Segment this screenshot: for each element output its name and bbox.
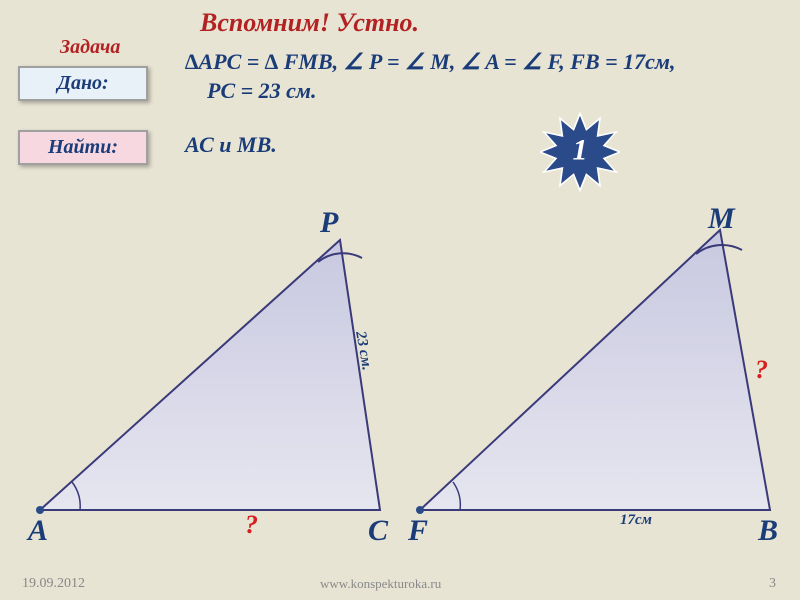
- find-box: Найти:: [18, 130, 148, 165]
- question-ac: ?: [245, 510, 258, 540]
- given-box: Дано:: [18, 66, 148, 101]
- star-badge: 1: [540, 112, 620, 192]
- given-line-2: РС = 23 см.: [207, 78, 316, 103]
- footer-date: 19.09.2012: [22, 576, 85, 592]
- vertex-label-f: F: [408, 514, 428, 548]
- given-text: ∆АРС = ∆ FMB, ∠ P = ∠ M, ∠ A = ∠ F, FB =…: [185, 48, 785, 105]
- task-label: Задача: [60, 36, 120, 59]
- triangle-fmb: [420, 230, 770, 510]
- triangle-apc: [40, 240, 380, 510]
- vertex-label-a: A: [28, 514, 48, 548]
- vertex-a-dot: [36, 506, 44, 514]
- footer-page-number: 3: [769, 576, 776, 592]
- question-mb: ?: [755, 355, 768, 385]
- vertex-label-b: B: [758, 514, 778, 548]
- page-title: Вспомним! Устно.: [200, 8, 419, 38]
- vertex-label-m: M: [708, 202, 735, 236]
- vertex-label-c: C: [368, 514, 388, 548]
- find-text: АС и MB.: [185, 132, 277, 158]
- star-number: 1: [573, 133, 588, 167]
- footer-site: www.konspekturoka.ru: [320, 576, 441, 592]
- vertex-label-p: P: [320, 206, 338, 240]
- edge-length-fb: 17см: [620, 512, 652, 529]
- geometry-diagram: A C P F B M ? ? 23 см. 17см: [10, 210, 790, 540]
- given-line-1: ∆АРС = ∆ FMB, ∠ P = ∠ M, ∠ A = ∠ F, FB =…: [185, 49, 676, 74]
- vertex-f-dot: [416, 506, 424, 514]
